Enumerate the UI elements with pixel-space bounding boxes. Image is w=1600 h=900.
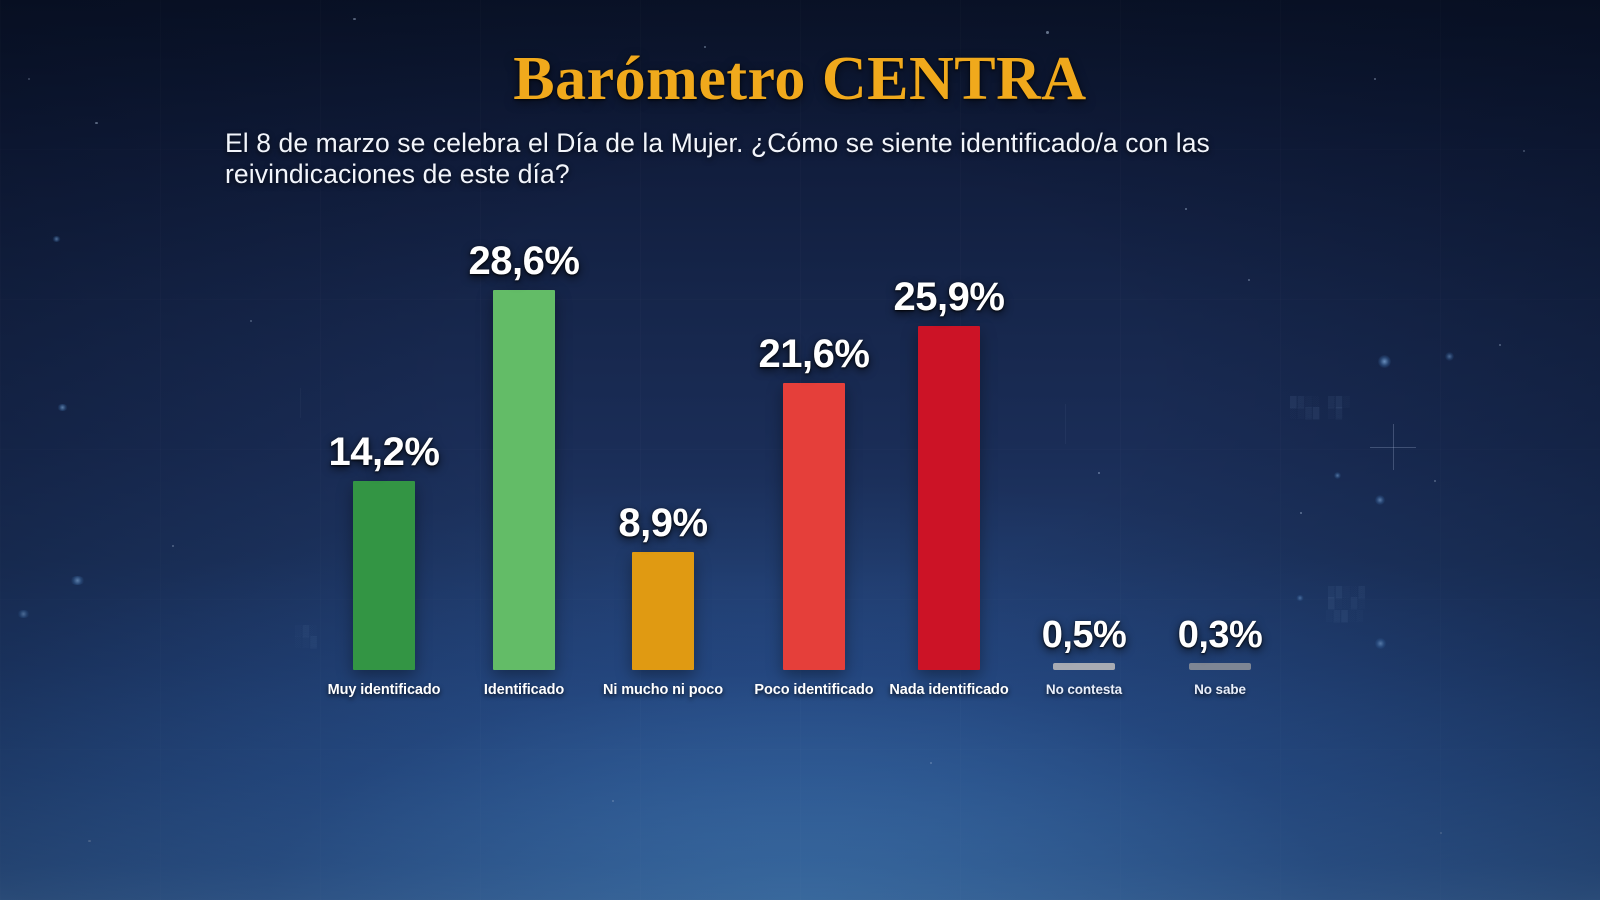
bar-1[interactable] (353, 481, 415, 670)
bar-category-label-1: Muy identificado (327, 682, 441, 698)
bar-group-4: 21,6% Poco identificado (754, 332, 873, 698)
bar-group-7: 0,3% No sabe (1178, 614, 1263, 697)
star-dot (1185, 208, 1187, 210)
bar-group-1: 14,2% Muy identificado (328, 430, 441, 698)
page-title: Barómetro CENTRA (513, 45, 1087, 113)
bar-3[interactable] (632, 551, 694, 670)
star-dot (1523, 150, 1525, 152)
glow-dot (57, 404, 68, 411)
bar-category-label-5: Nada identificado (889, 682, 1009, 698)
bar-group-6: 0,5% No contesta (1042, 614, 1127, 697)
glow-dot (1375, 495, 1385, 505)
bar-value-label-1: 14,2% (328, 430, 440, 475)
bar-value-label-3: 8,9% (618, 500, 708, 545)
glow-dot (1378, 355, 1391, 368)
star-dot (1300, 512, 1302, 514)
glow-dot (70, 576, 85, 585)
bar-value-label-4: 21,6% (758, 331, 870, 376)
star-dot (1248, 279, 1250, 281)
bar-2[interactable] (493, 289, 555, 670)
bar-5[interactable] (918, 325, 980, 670)
bar-value-label-2: 28,6% (468, 238, 580, 283)
glow-dot (1445, 352, 1454, 361)
bar-category-label-7: No sabe (1194, 682, 1246, 697)
background-texture-text: ▓█▒░▓ █▒░▓▒ (1328, 587, 1367, 610)
tick-mark (1065, 404, 1066, 444)
glow-dot (17, 610, 30, 618)
bar-group-5: 25,9% Nada identificado (889, 275, 1008, 698)
star-dot (612, 800, 614, 802)
star-dot (353, 18, 356, 20)
star-dot (1374, 78, 1376, 80)
star-dot (1098, 472, 1100, 474)
bar-4[interactable] (783, 382, 845, 670)
star-dot (1440, 832, 1442, 834)
background-texture-text: █▓▒░ ▓█▒ ░▒▓█ ▒▓ (1290, 397, 1351, 420)
star-dot (172, 545, 174, 547)
bar-group-2: 28,6% Identificado (469, 239, 580, 698)
star-dot (1499, 344, 1501, 346)
glow-dot (1296, 595, 1304, 601)
bar-value-label-6: 0,5% (1041, 614, 1127, 656)
background-texture-text: ▒▓█░▒ (1326, 611, 1365, 623)
star-dot (1434, 480, 1436, 482)
crosshair-mark (1393, 424, 1394, 470)
bar-group-3: 8,9% Ni mucho ni poco (603, 501, 723, 698)
bar-category-label-2: Identificado (483, 682, 565, 698)
star-dot (95, 122, 98, 124)
star-dot (28, 78, 30, 80)
bar-7[interactable] (1189, 663, 1251, 670)
crosshair-mark (1370, 447, 1416, 448)
background-texture-text: ▒▓░ ░▒▓ (295, 626, 318, 649)
bar-6[interactable] (1053, 663, 1115, 670)
bar-value-label-5: 25,9% (893, 274, 1005, 319)
star-dot (704, 46, 706, 48)
glow-dot (1334, 472, 1341, 479)
bar-category-label-3: Ni mucho ni poco (602, 682, 724, 698)
glow-dot (1375, 638, 1386, 649)
bar-category-label-6: No contesta (1045, 682, 1123, 697)
star-dot (930, 762, 932, 764)
glow-dot (52, 236, 61, 242)
bar-category-label-4: Poco identificado (754, 682, 874, 698)
star-dot (1046, 31, 1049, 34)
bar-value-label-7: 0,3% (1177, 614, 1263, 656)
star-dot (250, 320, 252, 322)
question-subtitle: El 8 de marzo se celebra el Día de la Mu… (225, 128, 1210, 189)
star-dot (88, 840, 91, 842)
